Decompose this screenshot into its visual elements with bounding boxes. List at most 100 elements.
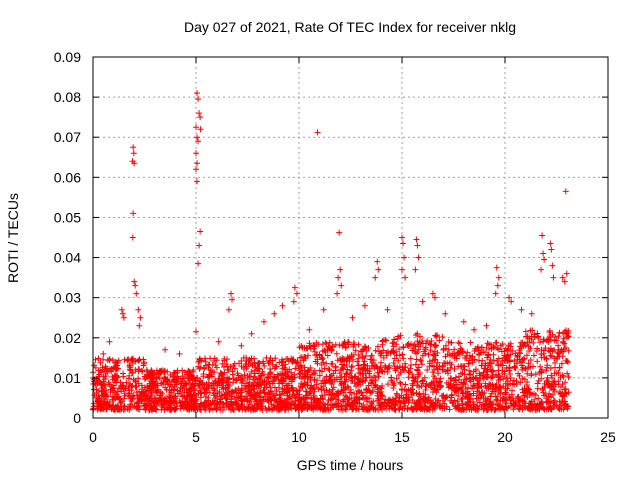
data-point-baseline (326, 367, 333, 374)
data-point-baseline (506, 364, 513, 371)
data-point-baseline (490, 383, 497, 390)
data-point-baseline (476, 399, 483, 406)
data-point (401, 254, 408, 261)
data-point-baseline (241, 371, 248, 378)
data-point-baseline (448, 339, 455, 346)
data-point-baseline (101, 398, 108, 405)
data-point-baseline (136, 388, 143, 395)
data-point-baseline (281, 385, 288, 392)
data-point-baseline (494, 358, 501, 365)
data-point-baseline (513, 378, 520, 385)
data-point-baseline (111, 384, 118, 391)
data-point-baseline (515, 405, 522, 412)
data-point-baseline (297, 362, 304, 369)
data-point-baseline (127, 364, 134, 371)
data-point-baseline (347, 386, 354, 393)
data-point-baseline (113, 364, 120, 371)
data-point-baseline (299, 370, 306, 377)
data-point-baseline (246, 379, 253, 386)
data-point-baseline (422, 391, 429, 398)
data-point-baseline (464, 349, 471, 356)
data-point (193, 166, 199, 173)
data-point (306, 326, 313, 333)
data-point-baseline (560, 348, 567, 355)
x-axis-label: GPS time / hours (297, 457, 404, 473)
data-point-baseline (166, 395, 173, 402)
data-point-baseline (223, 356, 230, 363)
y-axis-label: ROTI / TECUs (5, 193, 21, 283)
data-point-baseline (444, 370, 451, 377)
data-point-baseline (330, 384, 337, 391)
data-point-baseline (447, 382, 454, 389)
data-point-baseline (393, 375, 400, 382)
y-tick-labels: 0 0.01 0.02 0.03 0.04 0.05 0.06 0.07 0.08 0.09 (54, 49, 81, 426)
y-tick-label: 0.06 (54, 169, 81, 185)
data-point-baseline (336, 370, 343, 377)
data-point-baseline (322, 401, 329, 408)
data-point (384, 306, 391, 313)
data-point-baseline (555, 350, 562, 357)
data-point-baseline (292, 405, 299, 412)
data-point-baseline (221, 392, 228, 399)
data-point-baseline (556, 353, 563, 360)
data-point-baseline (503, 374, 510, 381)
data-point-baseline (302, 405, 309, 412)
data-point-baseline (445, 346, 452, 353)
data-point-baseline (451, 346, 458, 353)
data-point-baseline (499, 394, 506, 401)
data-point-baseline (197, 394, 204, 401)
data-point-baseline (397, 379, 404, 386)
data-point (539, 232, 546, 239)
data-point-baseline (385, 348, 392, 355)
data-point-baseline (127, 401, 134, 408)
data-point-baseline (436, 384, 443, 391)
data-point-baseline (162, 397, 169, 404)
data-point-baseline (534, 345, 541, 352)
data-point-baseline (240, 366, 247, 373)
data-point-baseline (129, 360, 136, 367)
data-point-baseline (538, 346, 545, 353)
data-point-baseline (546, 327, 553, 334)
data-point-baseline (412, 332, 419, 339)
data-point-baseline (363, 374, 370, 381)
data-point-baseline (341, 384, 348, 391)
data-point-baseline (358, 377, 365, 384)
data-point-baseline (148, 387, 155, 394)
data-point-baseline (497, 383, 504, 390)
data-point-baseline (306, 340, 313, 347)
data-point-baseline (374, 390, 381, 397)
data-point-baseline (316, 400, 323, 407)
data-point (194, 90, 201, 97)
data-point-baseline (283, 402, 290, 409)
data-point (248, 330, 255, 337)
data-point-baseline (168, 387, 175, 394)
data-point (540, 250, 547, 257)
data-point-baseline (254, 401, 261, 408)
data-point-baseline (423, 380, 430, 387)
data-point-baseline (512, 402, 519, 409)
data-point-baseline (181, 375, 188, 382)
data-point-baseline (463, 355, 470, 362)
data-point-baseline (267, 384, 274, 391)
data-point-baseline (171, 399, 178, 406)
data-point-baseline (297, 354, 304, 361)
data-point-baseline (527, 357, 534, 364)
data-point-baseline (260, 358, 267, 365)
data-point-baseline (378, 359, 385, 366)
data-point-baseline (350, 343, 357, 350)
data-point-baseline (383, 402, 390, 409)
data-point-baseline (455, 363, 462, 370)
data-point-baseline (271, 365, 278, 372)
data-point-baseline (517, 379, 524, 386)
data-point-baseline (288, 369, 295, 376)
data-point-baseline (110, 387, 117, 394)
data-point (194, 160, 201, 167)
data-point-baseline (540, 336, 547, 343)
data-point (130, 150, 137, 157)
data-point-baseline (304, 352, 311, 359)
data-point-baseline (304, 378, 311, 385)
data-point (195, 138, 202, 145)
data-point-baseline (270, 405, 277, 412)
data-point (541, 256, 548, 263)
data-point-baseline (218, 370, 225, 377)
